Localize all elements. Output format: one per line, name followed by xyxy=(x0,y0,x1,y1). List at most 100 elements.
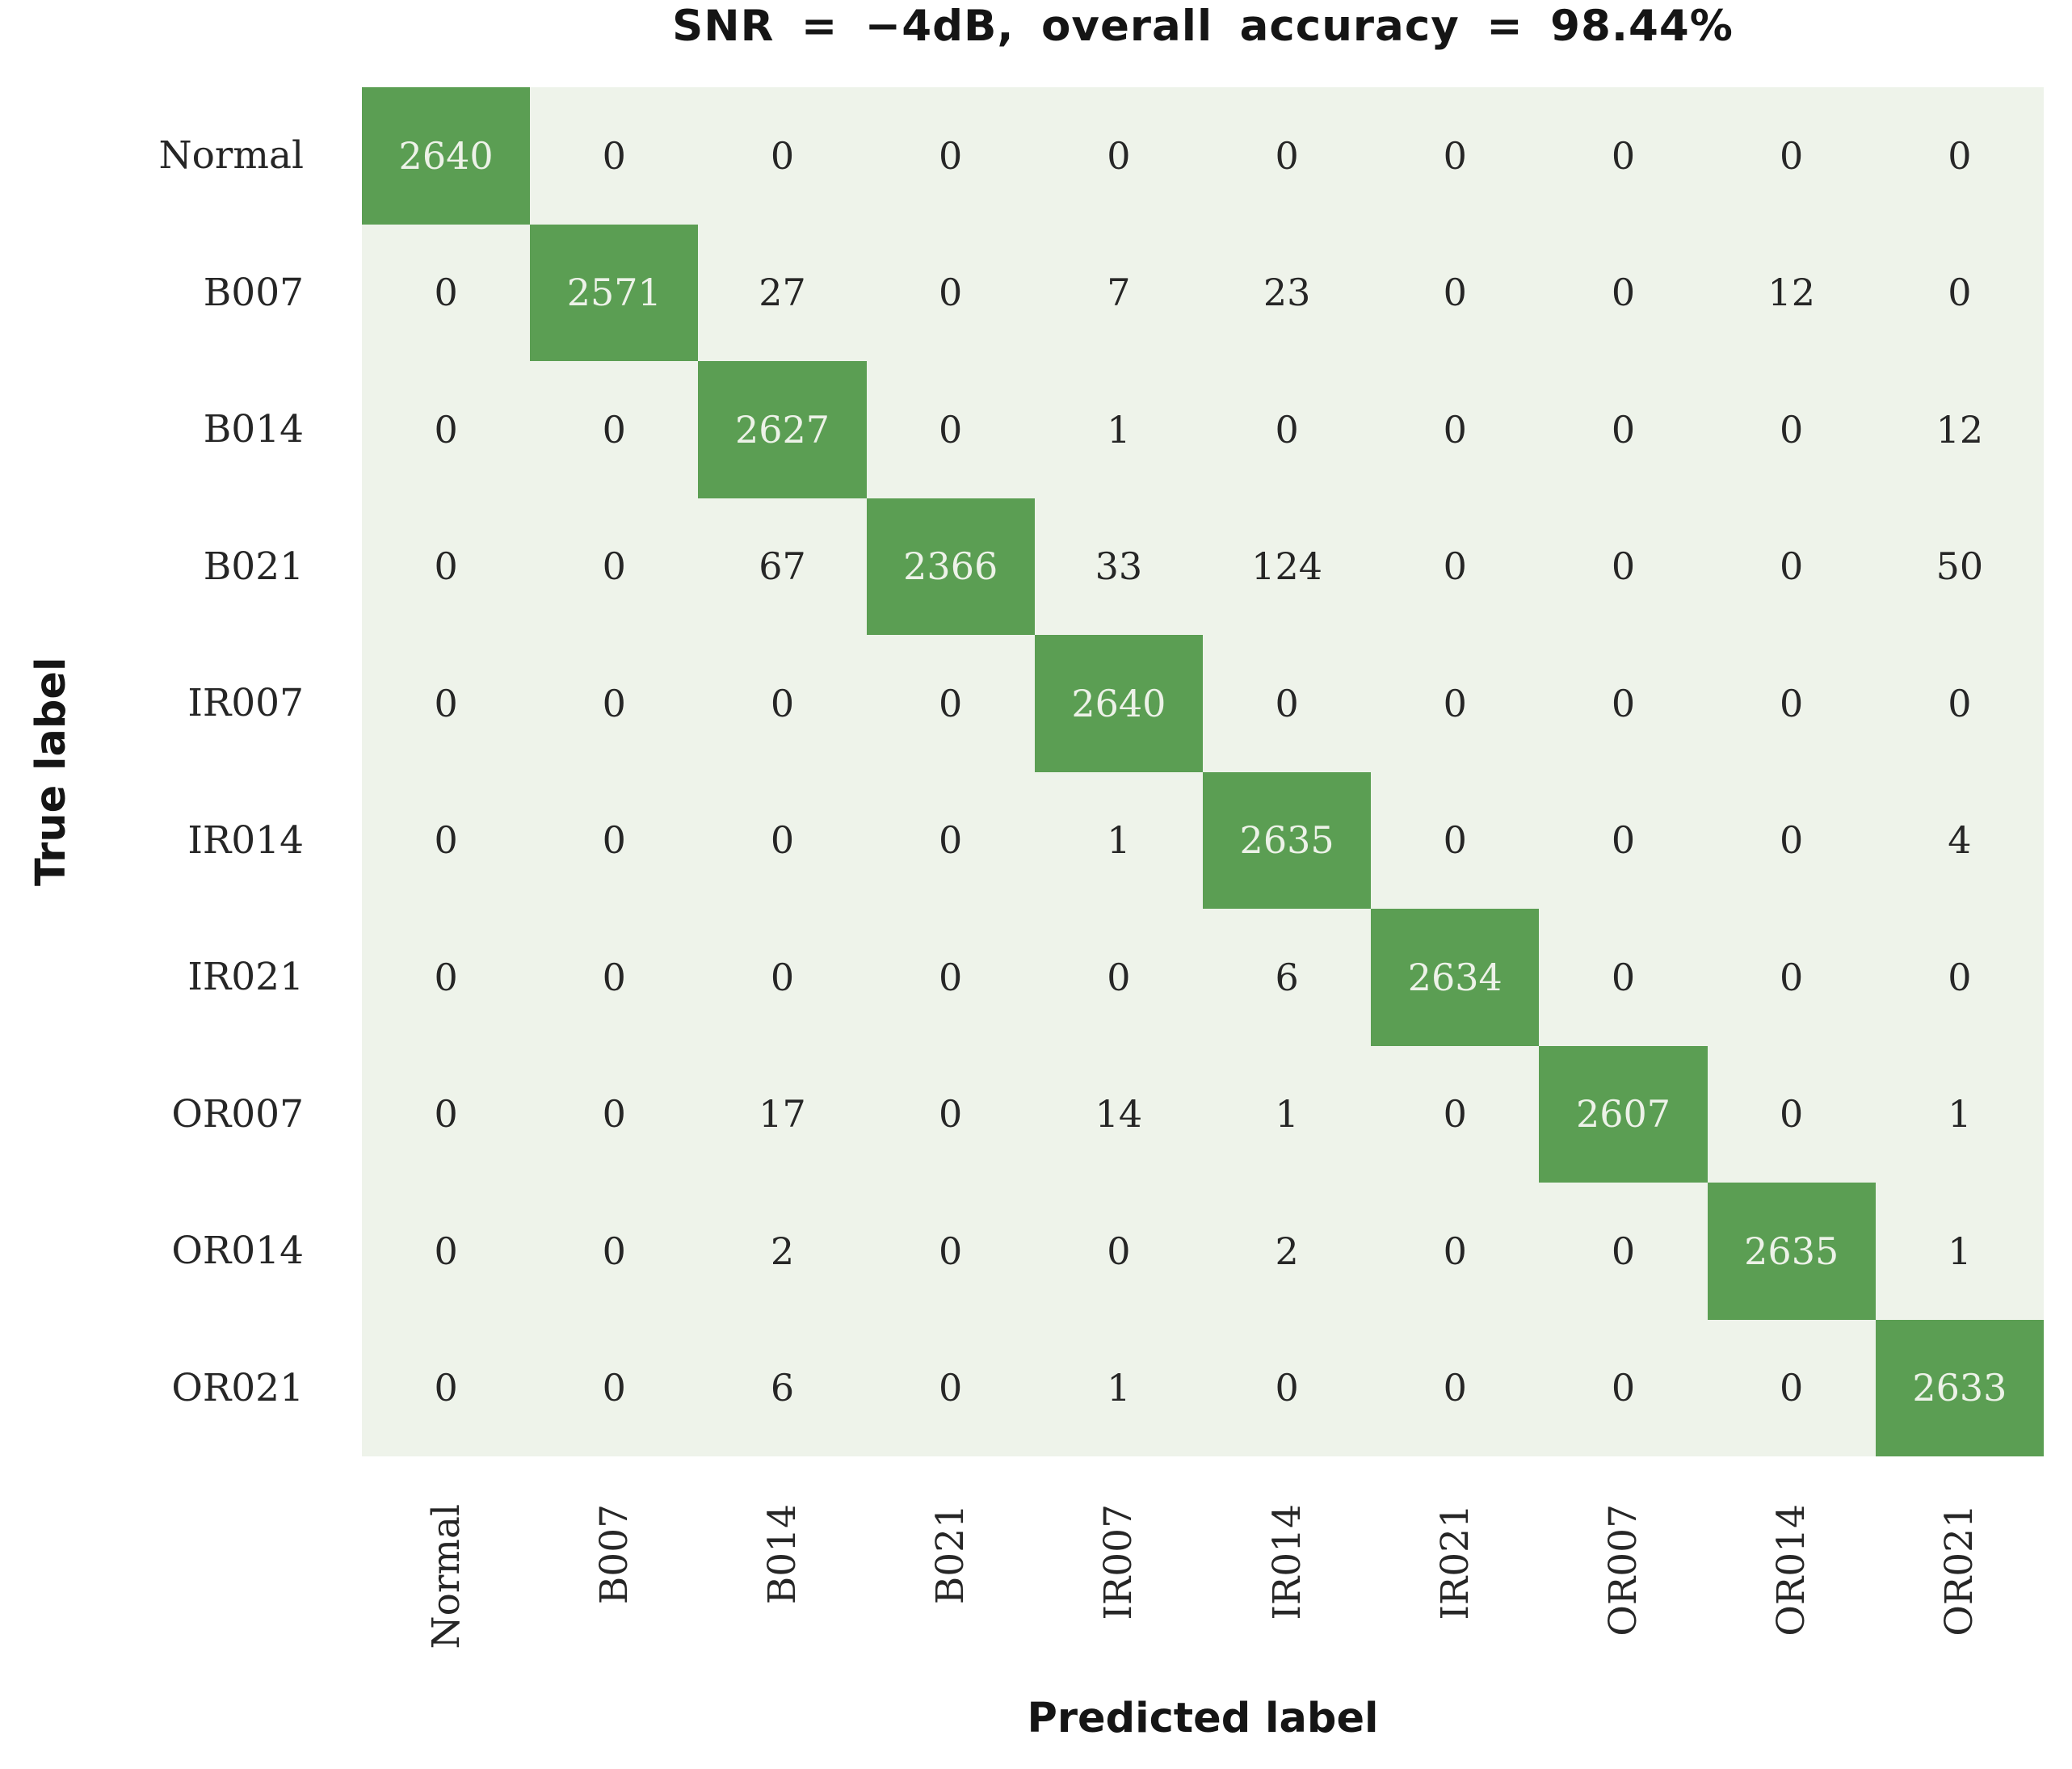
matrix-cell: 2571 xyxy=(530,224,699,361)
matrix-cell: 0 xyxy=(1948,955,1972,999)
x-tick-label-cell: OR014 xyxy=(1708,1504,1876,1694)
matrix-cell: 0 xyxy=(1275,133,1299,178)
matrix-cell: 17 xyxy=(759,1092,806,1137)
y-tick-label: IR007 xyxy=(187,681,304,726)
x-tick-label-cell: OR007 xyxy=(1539,1504,1707,1694)
matrix-cell: 1 xyxy=(1948,1229,1972,1273)
matrix-cell: 0 xyxy=(939,407,963,452)
matrix-cell: 0 xyxy=(1948,681,1972,725)
matrix-cell: 0 xyxy=(1611,133,1636,178)
matrix-cell: 0 xyxy=(434,955,458,999)
matrix-cell: 2640 xyxy=(362,87,531,225)
x-tick-label: OR014 xyxy=(1769,1504,1814,1637)
matrix-cell: 0 xyxy=(1443,1229,1467,1273)
matrix-cell: 0 xyxy=(770,818,795,863)
matrix-cell: 0 xyxy=(1107,1229,1131,1273)
matrix-cell: 67 xyxy=(759,544,806,589)
x-tick-label-cell: OR021 xyxy=(1876,1504,2044,1694)
matrix-cell: 1 xyxy=(1107,818,1131,863)
matrix-cell: 0 xyxy=(1275,407,1299,452)
matrix-cell: 2607 xyxy=(1539,1045,1708,1183)
matrix-cell: 0 xyxy=(939,681,963,725)
matrix-cell: 0 xyxy=(1443,133,1467,178)
x-tick-label-cell: B014 xyxy=(698,1504,866,1694)
matrix-cell: 0 xyxy=(434,818,458,863)
matrix-cell: 7 xyxy=(1107,271,1131,315)
matrix-cell: 0 xyxy=(1107,955,1131,999)
matrix-cell: 2635 xyxy=(1202,771,1372,909)
y-tick-label: B014 xyxy=(203,407,304,452)
y-tick-label: OR007 xyxy=(171,1091,304,1137)
matrix-cell: 0 xyxy=(434,544,458,589)
matrix-cell: 6 xyxy=(770,1366,795,1410)
x-tick-labels: Normal B007 B014 B021 IR007 IR014 IR021 OR007 OR… xyxy=(362,1504,2044,1694)
matrix-cell: 0 xyxy=(1780,407,1804,452)
matrix-cell: 23 xyxy=(1263,271,1311,315)
matrix-cell: 0 xyxy=(1443,681,1467,725)
matrix-cell: 0 xyxy=(1443,818,1467,863)
y-tick-label: IR014 xyxy=(187,817,304,863)
matrix-cell: 2635 xyxy=(1707,1183,1876,1320)
matrix-cell: 0 xyxy=(1611,271,1636,315)
matrix-cell: 0 xyxy=(939,1229,963,1273)
matrix-cell: 0 xyxy=(939,271,963,315)
heatmap-grid: 2640 0 0 0 0 0 0 0 0 0 0 2571 27 0 7 23 0 0 12 0 0 0 2627 0 1 0 0 0… xyxy=(362,87,2044,1456)
matrix-cell: 0 xyxy=(434,407,458,452)
y-tick-label: IR021 xyxy=(187,955,304,1000)
x-tick-label: B014 xyxy=(759,1504,805,1605)
chart-title: SNR = −4dB, overall accuracy = 98.44% xyxy=(672,2,1734,51)
matrix-cell: 0 xyxy=(1780,1092,1804,1137)
matrix-cell: 0 xyxy=(1443,407,1467,452)
matrix-cell: 0 xyxy=(434,1092,458,1137)
x-tick-label-cell: IR007 xyxy=(1035,1504,1203,1694)
matrix-cell: 2627 xyxy=(698,361,867,498)
matrix-cell: 12 xyxy=(1767,271,1815,315)
matrix-cell: 0 xyxy=(1611,818,1636,863)
matrix-cell: 0 xyxy=(1948,271,1972,315)
matrix-cell: 0 xyxy=(602,955,626,999)
matrix-cell: 0 xyxy=(1611,681,1636,725)
y-tick-label: OR014 xyxy=(171,1229,304,1274)
matrix-cell: 6 xyxy=(1275,955,1299,999)
matrix-cell: 0 xyxy=(1780,818,1804,863)
x-tick-label: IR021 xyxy=(1432,1504,1477,1620)
matrix-cell: 0 xyxy=(939,818,963,863)
x-tick-label: OR021 xyxy=(1937,1504,1982,1637)
x-tick-label-cell: IR021 xyxy=(1371,1504,1539,1694)
matrix-cell: 0 xyxy=(602,818,626,863)
matrix-cell: 0 xyxy=(1780,955,1804,999)
x-tick-label-cell: B021 xyxy=(867,1504,1035,1694)
matrix-cell: 0 xyxy=(939,1366,963,1410)
matrix-cell: 0 xyxy=(602,133,626,178)
x-tick-label-cell: Normal xyxy=(362,1504,530,1694)
matrix-cell: 0 xyxy=(602,544,626,589)
matrix-cell: 0 xyxy=(434,681,458,725)
matrix-cell: 0 xyxy=(1780,133,1804,178)
matrix-cell: 2 xyxy=(770,1229,795,1273)
matrix-cell: 0 xyxy=(1443,1092,1467,1137)
x-tick-label-cell: B007 xyxy=(530,1504,698,1694)
matrix-cell: 0 xyxy=(1611,407,1636,452)
matrix-cell: 2640 xyxy=(1034,635,1203,772)
matrix-cell: 0 xyxy=(602,681,626,725)
matrix-cell: 1 xyxy=(1948,1092,1972,1137)
matrix-cell: 2633 xyxy=(1875,1319,2044,1456)
matrix-cell: 0 xyxy=(602,1092,626,1137)
matrix-cell: 0 xyxy=(770,681,795,725)
x-axis-label: Predicted label xyxy=(1027,1695,1379,1742)
matrix-cell: 0 xyxy=(1443,1366,1467,1410)
matrix-cell: 0 xyxy=(1780,544,1804,589)
matrix-cell: 33 xyxy=(1095,544,1143,589)
x-tick-label: OR007 xyxy=(1600,1504,1645,1637)
matrix-cell: 0 xyxy=(1611,544,1636,589)
matrix-cell: 0 xyxy=(434,271,458,315)
matrix-cell: 0 xyxy=(1275,681,1299,725)
matrix-cell: 0 xyxy=(1443,544,1467,589)
matrix-cell: 0 xyxy=(434,1366,458,1410)
matrix-cell: 0 xyxy=(1443,271,1467,315)
matrix-cell: 2366 xyxy=(866,498,1035,635)
matrix-cell: 0 xyxy=(1948,133,1972,178)
matrix-cell: 0 xyxy=(1611,1229,1636,1273)
matrix-cell: 27 xyxy=(759,271,806,315)
